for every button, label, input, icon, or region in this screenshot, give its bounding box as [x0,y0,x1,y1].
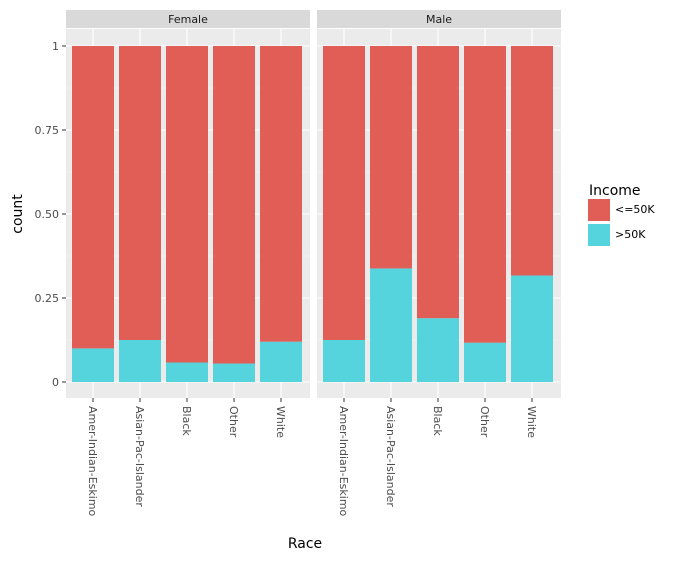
facet-strip-label: Male [426,13,452,26]
facet-panel-female: Female [66,10,310,398]
bar-male-other-le50k [464,46,506,343]
y-tick-label: 0.75 [35,124,60,137]
facet-strip-label: Female [168,13,208,26]
bar-female-black-gt50k [166,362,208,382]
y-axis-title: count [10,194,26,234]
bar-male-white-gt50k [511,275,553,382]
x-axes: Amer-Indian-Eskimo Asian-Pac-Islander Blac… [86,398,538,517]
legend-label: >50K [615,228,646,241]
x-tick-label: White [274,406,287,438]
legend-key-le50k [588,199,610,221]
bar-female-amer-indian-eskimo-gt50k [72,348,114,382]
legend-label: <=50K [615,203,655,216]
x-tick-label: Amer-Indian-Eskimo [86,406,99,517]
x-tick-label: Other [227,406,240,438]
bar-male-black-gt50k [417,318,459,382]
bar-female-white-gt50k [260,341,302,382]
x-tick-label: Asian-Pac-Islander [133,406,146,507]
facet-strip [66,10,310,28]
legend-title: Income [589,183,641,199]
facet-panels: Female Male [66,10,561,398]
legend-key-gt50k [588,224,610,246]
y-axis: 0 0.25 0.50 0.75 1 [35,40,66,389]
y-tick-label: 0 [52,376,59,389]
bar-female-white-le50k [260,46,302,342]
bar-male-amer-indian-eskimo-le50k [323,46,365,340]
bar-male-black-le50k [417,46,459,319]
x-tick-label: Asian-Pac-Islander [384,406,397,507]
x-tick-label: White [525,406,538,438]
y-tick-label: 0.25 [35,292,60,305]
x-tick-label: Other [478,406,491,438]
facet-strip [317,10,561,28]
x-tick-label: Black [180,406,193,436]
bar-female-asian-pac-islander-le50k [119,46,161,340]
facet-panel-male: Male [317,10,561,398]
legend: Income <=50K >50K [588,183,655,246]
x-tick-label: Amer-Indian-Eskimo [337,406,350,517]
bar-female-other-le50k [213,46,255,364]
bar-female-asian-pac-islander-gt50k [119,340,161,382]
bar-female-other-gt50k [213,363,255,382]
bar-male-asian-pac-islander-le50k [370,46,412,269]
bar-male-other-gt50k [464,342,506,382]
bar-female-amer-indian-eskimo-le50k [72,46,114,349]
y-tick-label: 0.50 [35,208,60,221]
bar-male-white-le50k [511,46,553,276]
x-axis-title: Race [288,536,322,552]
y-tick-label: 1 [52,40,59,53]
x-tick-label: Black [431,406,444,436]
bar-male-amer-indian-eskimo-gt50k [323,340,365,382]
bar-male-asian-pac-islander-gt50k [370,268,412,382]
bar-female-black-le50k [166,46,208,363]
